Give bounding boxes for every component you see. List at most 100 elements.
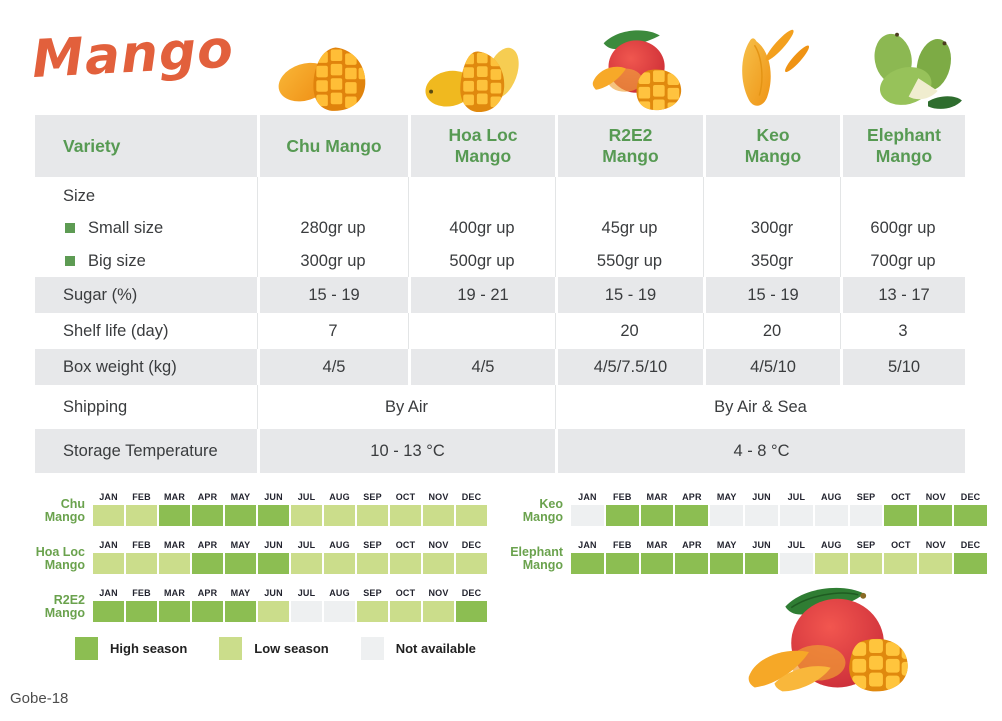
month-label: OCT [395,588,416,598]
month-label: JAN [99,540,118,550]
storage-row: Storage Temperature 10 - 13 °C 4 - 8 °C [35,429,965,473]
calendar-cell-hoa-loc-nov [423,553,454,574]
shipping-air-value: By Air [257,385,555,429]
calendar-cell-r2e2-jan [93,601,124,622]
big-size-value: 500gr up [449,251,515,270]
chu-mango-photo [276,32,372,114]
calendar-cell-chu-jun [258,505,289,526]
calendar-cell-hoa-loc-may [225,553,256,574]
calendar-cell-keo-jan [571,505,604,526]
small-size-value: 45gr up [601,218,658,237]
footer-label: Gobe-18 [10,690,69,707]
month-label: NOV [428,588,449,598]
month-label: APR [197,492,218,502]
month-label: JUN [264,492,283,502]
shelf-life-row: Shelf life (day) 7 20 20 3 [35,313,965,349]
month-label: DEC [461,588,482,598]
shelf-life-row-label: Shelf life (day) [63,321,169,340]
calendar-row-label: Elephant Mango [510,545,563,572]
month-label: FEB [132,492,151,502]
month-label: APR [682,540,702,550]
sugar-value-r2e2: 15 - 19 [555,277,703,313]
month-label: AUG [329,540,350,550]
calendar-cell-r2e2-may [225,601,256,622]
calendar-row-r2e2: R2E2 Mango JAN FEB MAR APR MAY JUN JUL AUG SEP OCT N… [25,587,487,622]
month-label: NOV [925,492,946,502]
calendar-cell-hoa-loc-dec [456,553,487,574]
month-label: AUG [329,492,350,502]
calendar-cell-r2e2-feb [126,601,157,622]
sugar-value-elephant: 13 - 17 [840,277,965,313]
month-label: JUN [264,540,283,550]
calendar-cell-chu-may [225,505,256,526]
season-calendar-left-block: Chu Mango JAN FEB MAR APR MAY JUN JUL AUG SEP OCT NO… [25,491,487,635]
calendar-cell-elephant-nov [919,553,953,574]
legend-label: High season [110,641,188,656]
calendar-cell-keo-aug [814,505,848,526]
calendar-cell-hoa-loc-feb [126,553,157,574]
legend-swatch-na [360,637,384,660]
calendar-cell-elephant-mar [640,553,674,574]
table-header-row: Variety Chu Mango Hoa Loc Mango R2E2 Man… [35,115,965,177]
calendar-cell-chu-feb [126,505,157,526]
month-label: DEC [461,492,482,502]
shipping-air-sea-value: By Air & Sea [555,385,965,429]
page-title: Mango [30,19,236,90]
r2e2-mango-photo [588,22,690,114]
month-label: JAN [99,588,118,598]
month-label: JUL [297,540,316,550]
calendar-cell-keo-apr [675,505,709,526]
sugar-row-label: Sugar (%) [35,277,257,313]
month-label: DEC [960,492,981,502]
sugar-value-chu: 15 - 19 [257,277,408,313]
calendar-cell-elephant-aug [814,553,848,574]
month-label: APR [682,492,702,502]
calendar-cell-keo-dec [954,505,987,526]
calendar-row-label: Hoa Loc Mango [35,545,85,572]
mango-photo [733,580,951,718]
small-size-value: 280gr up [300,218,366,237]
month-label: OCT [395,492,416,502]
col-header-r2e2: R2E2 Mango [555,115,703,177]
legend-swatch-high [75,637,98,660]
month-label: OCT [891,540,911,550]
month-label: AUG [820,492,842,502]
month-label: OCT [395,540,416,550]
calendar-cell-chu-aug [324,505,355,526]
calendar-cell-keo-may [710,505,744,526]
calendar-row-chu: Chu Mango JAN FEB MAR APR MAY JUN JUL AUG SEP OCT NO… [25,491,487,526]
legend-label: Low season [254,641,329,656]
month-label: SEP [363,588,382,598]
month-label: JUN [752,492,771,502]
sugar-value-keo: 15 - 19 [703,277,840,313]
size-cell-hoa-loc: 400gr up 500gr up [408,177,555,277]
green-square-bullet [65,223,75,233]
calendar-cell-hoa-loc-mar [159,553,190,574]
col-header-chu: Chu Mango [257,115,408,177]
month-label: SEP [856,492,876,502]
big-size-value: 550gr up [596,251,663,270]
calendar-cell-hoa-loc-jun [258,553,289,574]
calendar-row-hoa-loc: Hoa Loc Mango JAN FEB MAR APR MAY JUN JUL AUG SEP O… [25,539,487,574]
box-weight-value-keo: 4/5/10 [703,349,840,385]
calendar-cell-elephant-may [710,553,744,574]
month-label: MAY [230,588,251,598]
calendar-cell-elephant-jul [779,553,813,574]
box-weight-value-elephant: 5/10 [840,349,965,385]
calendar-cell-hoa-loc-apr [192,553,223,574]
calendar-cell-r2e2-aug [324,601,355,622]
calendar-cell-chu-dec [456,505,487,526]
col-header-hoa-loc: Hoa Loc Mango [408,115,555,177]
legend-swatch-low [219,637,243,660]
month-label: SEP [856,540,876,550]
calendar-cell-r2e2-sep [357,601,388,622]
box-weight-value-chu: 4/5 [257,349,408,385]
month-label: MAR [163,588,186,598]
storage-row-label: Storage Temperature [35,429,257,473]
storage-cold-value: 10 - 13 °C [257,429,555,473]
shipping-row: Shipping By Air By Air & Sea [35,385,965,429]
calendar-cell-r2e2-jul [291,601,322,622]
box-weight-value-r2e2: 4/5/7.5/10 [555,349,703,385]
month-label: JUL [787,540,806,550]
size-cell-chu: 280gr up 300gr up [257,177,408,277]
